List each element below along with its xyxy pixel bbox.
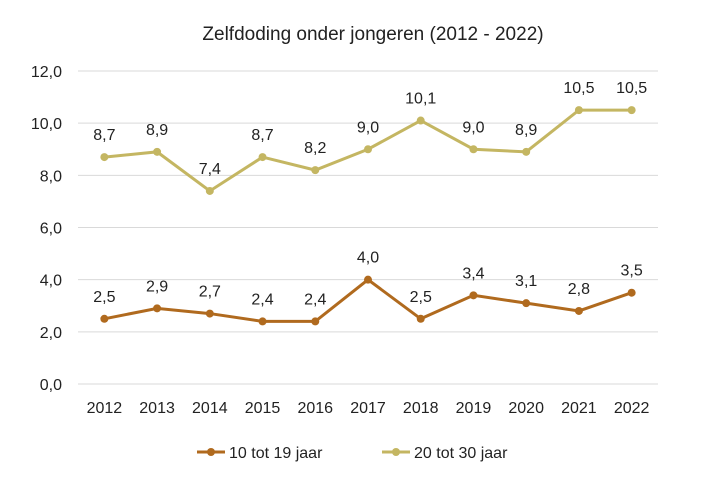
data-point: [364, 275, 372, 284]
data-point: [311, 317, 320, 326]
data-point: [522, 147, 531, 156]
x-tick-label: 2014: [192, 400, 228, 417]
data-label: 8,7: [93, 127, 115, 144]
x-tick-label: 2012: [87, 400, 123, 417]
legend-marker: [207, 448, 215, 456]
chart-title: Zelfdoding onder jongeren (2012 - 2022): [202, 24, 543, 45]
x-tick-label: 2018: [403, 400, 439, 417]
data-point: [100, 314, 109, 323]
data-point: [522, 299, 531, 308]
data-point: [153, 147, 162, 156]
data-point: [100, 153, 109, 162]
data-point: [469, 291, 478, 300]
x-tick-label: 2015: [245, 400, 281, 417]
data-label: 3,1: [515, 273, 537, 290]
data-label: 3,5: [621, 263, 643, 280]
x-tick-label: 2016: [297, 400, 333, 417]
data-label: 8,9: [146, 122, 168, 139]
data-point: [416, 116, 425, 125]
data-label: 8,9: [515, 122, 537, 139]
data-point: [205, 309, 214, 318]
data-label: 8,2: [304, 140, 326, 157]
data-point: [311, 166, 320, 175]
data-point: [574, 106, 583, 115]
x-tick-label: 2022: [614, 400, 650, 417]
x-tick-label: 2019: [456, 400, 492, 417]
data-label: 2,5: [93, 289, 115, 306]
data-label: 2,7: [199, 284, 221, 301]
y-tick-label: 0,0: [40, 377, 62, 394]
data-point: [364, 145, 372, 154]
data-label: 10,1: [405, 91, 436, 108]
data-label: 2,4: [304, 291, 326, 308]
data-label: 3,4: [462, 265, 484, 282]
legend-marker: [392, 448, 400, 456]
data-label: 9,0: [357, 119, 379, 136]
data-point: [574, 306, 583, 315]
data-point: [205, 186, 214, 195]
data-point: [258, 153, 267, 162]
data-label: 2,4: [251, 291, 273, 308]
data-point: [627, 106, 636, 115]
data-label: 4,0: [357, 250, 379, 267]
x-tick-label: 2020: [508, 400, 544, 417]
legend-label: 10 tot 19 jaar: [229, 445, 323, 462]
y-tick-label: 10,0: [31, 116, 62, 133]
data-label: 10,5: [616, 80, 647, 97]
y-tick-label: 2,0: [40, 325, 62, 342]
y-tick-label: 6,0: [40, 221, 62, 238]
y-tick-label: 12,0: [31, 64, 62, 81]
data-label: 8,7: [251, 127, 273, 144]
legend-label: 20 tot 30 jaar: [414, 445, 508, 462]
x-tick-label: 2021: [561, 400, 597, 417]
data-label: 9,0: [462, 119, 484, 136]
data-point: [258, 317, 267, 326]
y-tick-label: 8,0: [40, 168, 62, 185]
data-label: 2,5: [410, 289, 432, 306]
x-tick-label: 2017: [350, 400, 386, 417]
x-tick-label: 2013: [139, 400, 175, 417]
data-point: [627, 288, 636, 297]
data-point: [469, 145, 478, 154]
data-point: [153, 304, 162, 313]
data-point: [416, 314, 425, 323]
data-label: 10,5: [563, 80, 594, 97]
series-line: [104, 277, 633, 323]
data-label: 2,8: [568, 281, 590, 298]
data-label: 7,4: [199, 161, 221, 178]
y-tick-label: 4,0: [40, 273, 62, 290]
data-label: 2,9: [146, 278, 168, 295]
